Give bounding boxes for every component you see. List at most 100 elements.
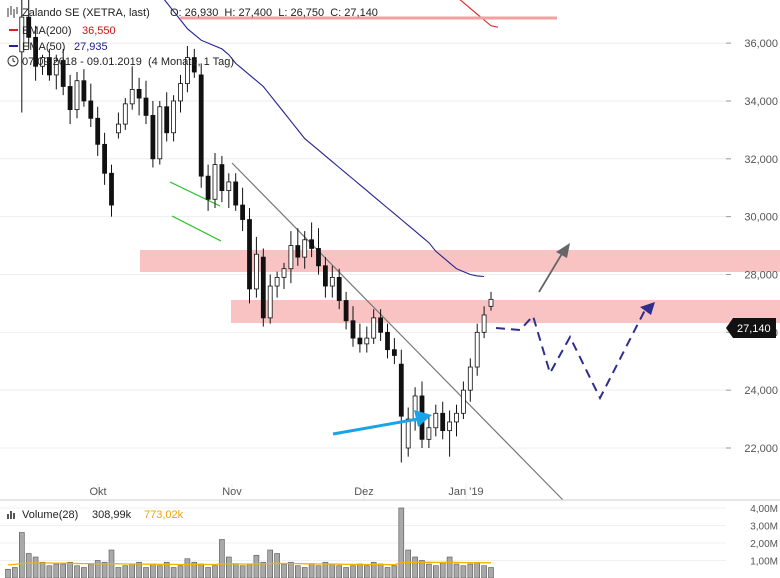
volume-bar: [274, 553, 280, 578]
projected-path: [495, 309, 646, 401]
candle-body: [47, 57, 52, 76]
volume-bar: [101, 561, 108, 578]
candle-body: [398, 363, 404, 417]
volume-bar: [205, 567, 211, 578]
candle-body: [40, 57, 45, 67]
volume-bar: [25, 553, 32, 578]
current-price-tag: [726, 318, 776, 338]
volume-bar: [226, 556, 232, 578]
candle-body: [122, 103, 128, 125]
volume-bar: [39, 561, 46, 578]
volume-tick-label: 1,00M: [750, 557, 778, 568]
volume-bar: [398, 507, 405, 578]
flag-line-top: [169, 181, 221, 207]
x-tick-label: Okt: [89, 486, 106, 498]
candle-body: [322, 265, 328, 287]
candle-body: [19, 16, 25, 53]
y-tick-label: 30,000: [744, 212, 778, 224]
candle-body: [405, 418, 411, 449]
candle-body: [454, 412, 459, 423]
volume-bar: [405, 549, 412, 578]
volume-bar: [322, 561, 329, 578]
candle-body: [129, 88, 135, 105]
candle-body: [191, 57, 197, 73]
x-tick-label: Nov: [222, 486, 242, 498]
volume-bar: [281, 563, 287, 578]
blue-arrow-head: [414, 410, 432, 427]
volume-bar: [350, 565, 356, 578]
candle-body: [316, 248, 321, 267]
candle-body: [440, 412, 446, 432]
volume-bar: [343, 567, 349, 578]
volume-tick-label: 4,00M: [750, 504, 778, 515]
candle-body: [150, 115, 156, 160]
candle-body: [371, 317, 377, 339]
candle-body: [60, 60, 66, 87]
volume-bar: [357, 563, 363, 578]
y-tick-label: 28,000: [744, 269, 778, 281]
candle-body: [88, 100, 94, 119]
volume-icon: [7, 511, 15, 519]
candle-body: [350, 320, 356, 339]
volume-bar: [46, 565, 53, 578]
candle-body: [247, 219, 252, 290]
volume-bar: [467, 563, 474, 578]
volume-bar: [377, 563, 384, 578]
volume-bar: [122, 565, 129, 578]
candle-body: [336, 276, 342, 301]
candle-body: [385, 331, 390, 351]
candle-body: [343, 300, 349, 322]
candle-body: [467, 366, 473, 391]
candle-body: [274, 276, 280, 287]
volume-bar: [370, 561, 377, 578]
date-range: 07.09.2018 - 09.01.2019 (4 Monate, 1 Tag…: [22, 56, 234, 68]
volume-bar: [288, 561, 294, 578]
candle-body: [171, 100, 177, 134]
candle-body: [102, 143, 107, 174]
volume-bar: [246, 563, 253, 578]
ema50-label: EMA(50): [22, 41, 65, 53]
candle-body: [281, 268, 287, 278]
volume-bar: [260, 561, 267, 578]
volume-bar: [60, 563, 67, 578]
candle-body: [426, 427, 432, 440]
volume-tick-label: 3,00M: [750, 522, 778, 533]
candle-body: [357, 337, 363, 345]
candle-body: [474, 331, 480, 368]
candle-body: [460, 389, 466, 414]
candle-body: [26, 16, 32, 38]
volume-bar: [453, 563, 460, 578]
volume-bar: [184, 558, 191, 578]
candle-body: [253, 253, 259, 290]
volume-bar: [32, 556, 39, 578]
blue-arrow-shaft: [332, 417, 419, 436]
volume-bar: [74, 565, 80, 578]
ema50-value: 27,935: [74, 41, 108, 53]
volume-bar: [212, 565, 218, 578]
candle-body: [81, 80, 87, 102]
candle-body: [164, 106, 170, 134]
candle-body: [178, 83, 183, 102]
volume-bar: [136, 561, 142, 578]
volume-bar: [88, 563, 94, 578]
volume-bar: [315, 565, 322, 578]
volume-value-2: 773,02k: [144, 509, 184, 521]
candle-body: [67, 86, 73, 111]
candle-body: [109, 172, 114, 206]
resistance-zone-upper: [140, 250, 780, 272]
volume-bar: [384, 567, 391, 578]
grey-arrow-head: [556, 243, 570, 258]
volume-bar: [239, 565, 246, 578]
candle-body: [136, 88, 142, 99]
volume-bar: [115, 567, 122, 578]
resistance-zone-lower: [231, 300, 780, 323]
volume-bar: [391, 565, 398, 578]
candle-body: [205, 175, 211, 200]
candle-body: [378, 317, 384, 333]
volume-bar: [294, 565, 301, 578]
candle-body: [74, 80, 80, 111]
candle-body: [302, 239, 308, 258]
volume-bar: [67, 561, 73, 578]
volume-bar: [460, 565, 467, 578]
candle-body: [488, 298, 494, 307]
